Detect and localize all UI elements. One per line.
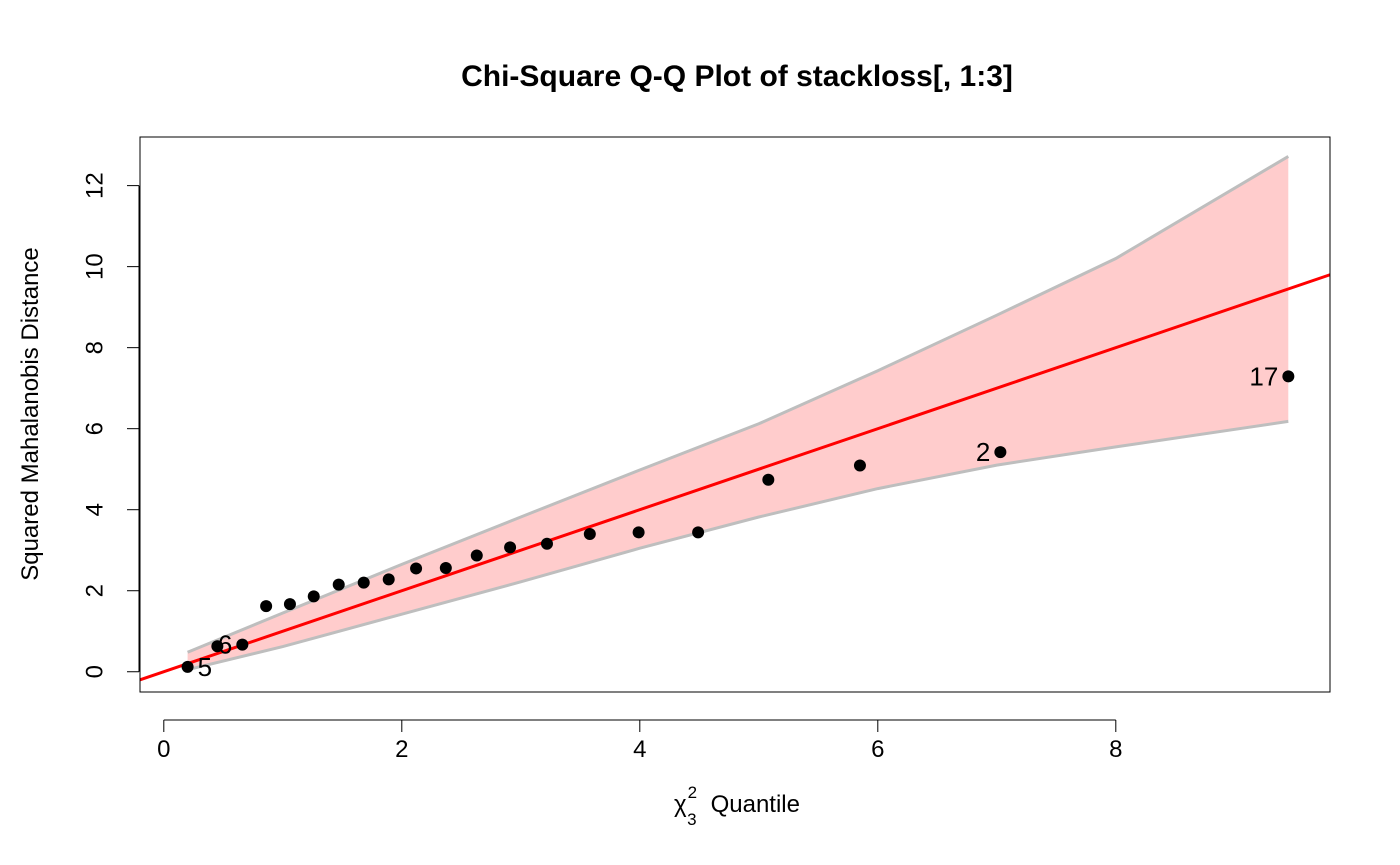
y-tick-label: 4 — [82, 503, 109, 516]
data-point — [260, 600, 273, 613]
data-point — [181, 660, 194, 673]
point-label: 17 — [1249, 361, 1278, 391]
point-labels-layer: 56 2 17 — [198, 361, 1279, 681]
y-axis-label: Squared Mahalanobis Distance — [17, 247, 44, 581]
y-tick-label: 0 — [82, 665, 109, 678]
data-point — [583, 528, 596, 541]
x-tick-label: 2 — [395, 736, 408, 763]
data-point — [332, 578, 345, 591]
x-axis-label-symbol: χ — [674, 791, 687, 818]
x-tick-label: 8 — [1109, 736, 1122, 763]
y-tick-label: 6 — [82, 422, 109, 435]
data-point — [283, 598, 296, 611]
data-point — [357, 576, 370, 589]
y-axis: 0 2 4 6 8 10 12 — [82, 172, 140, 678]
plot-frame — [139, 136, 1331, 693]
band-fill — [187, 156, 1289, 670]
data-point — [211, 640, 224, 653]
x-tick-label: 6 — [871, 736, 884, 763]
point-label: 6 — [218, 630, 232, 660]
data-point — [439, 562, 452, 575]
x-tick-label: 4 — [633, 736, 646, 763]
data-point — [382, 573, 395, 586]
data-point — [540, 537, 553, 550]
data-point — [994, 446, 1007, 459]
data-point — [692, 526, 705, 539]
y-tick-label: 10 — [82, 253, 109, 280]
reference-line — [139, 273, 1331, 682]
point-label: 2 — [976, 437, 990, 467]
x-axis-label-text: Quantile — [711, 791, 800, 818]
data-point — [853, 459, 866, 472]
x-axis-label: χ2 3 Quantile — [674, 783, 800, 829]
points-layer — [181, 370, 1295, 673]
data-point — [504, 541, 517, 554]
data-point — [632, 526, 645, 539]
y-tick-label: 2 — [82, 584, 109, 597]
reference-line-layer — [139, 273, 1331, 682]
data-point — [1282, 370, 1295, 383]
data-point — [762, 473, 775, 486]
chart-title: Chi-Square Q-Q Plot of stackloss[, 1:3] — [461, 60, 1013, 93]
y-tick-label: 12 — [82, 172, 109, 199]
x-axis: 0 2 4 6 8 — [157, 719, 1122, 763]
confidence-band — [187, 155, 1290, 672]
data-point — [410, 562, 423, 575]
x-axis-label-superscript: 2 — [688, 783, 697, 802]
x-axis-label-subscript: 3 — [687, 810, 696, 829]
y-tick-label: 8 — [82, 341, 109, 354]
data-point — [236, 638, 249, 651]
point-label: 5 — [198, 652, 212, 682]
data-point — [470, 549, 483, 562]
x-tick-label: 0 — [157, 736, 170, 763]
data-point — [307, 590, 320, 603]
